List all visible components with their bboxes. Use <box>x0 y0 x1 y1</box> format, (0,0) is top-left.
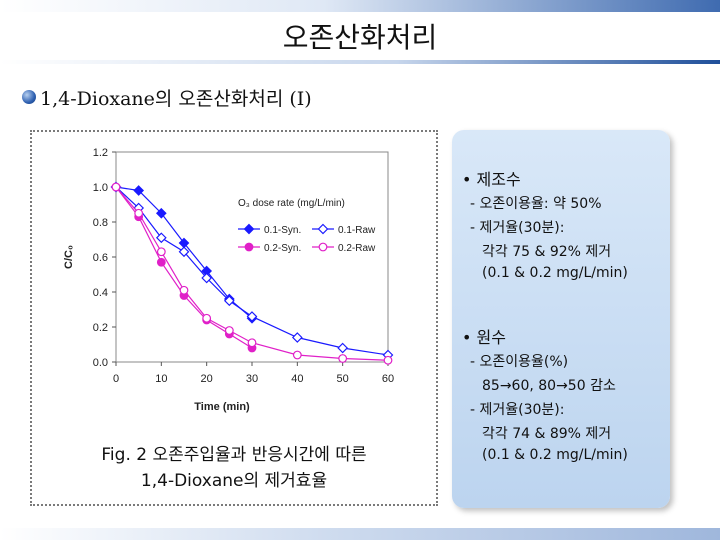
info-panel <box>452 130 670 508</box>
y-tick-label: 0.2 <box>93 322 108 334</box>
figure-caption-line2: 1,4-Dioxane의 제거효율 <box>140 471 328 491</box>
panel-line: - 오존이용율(%) <box>470 354 569 370</box>
slide-subtitle: 1,4-Dioxane의 오존산화처리 (I) <box>40 88 312 110</box>
y-tick-label: 0.6 <box>93 252 108 264</box>
panel-line: (0.1 & 0.2 mg/L/min) <box>482 447 628 463</box>
panel-line: - 오존이용율: 약 50% <box>470 196 602 212</box>
panel-line: (0.1 & 0.2 mg/L/min) <box>482 265 628 281</box>
plot-frame <box>115 151 389 363</box>
x-tick-label: 50 <box>337 373 349 385</box>
series-line <box>115 186 389 356</box>
legend-entry: 0.1-Syn. <box>264 225 301 236</box>
figure-frame <box>30 130 438 506</box>
legend-title: O₃ dose rate (mg/L/min) <box>238 198 345 209</box>
data-point <box>111 182 121 192</box>
data-point <box>156 257 166 267</box>
data-point <box>246 311 258 322</box>
x-tick-label: 10 <box>155 373 167 385</box>
data-point <box>179 285 189 295</box>
top-decor-band <box>0 0 720 12</box>
y-tick-label: 0.4 <box>93 287 108 299</box>
legend-entry: 0.1-Raw <box>338 225 376 236</box>
data-point <box>244 242 254 252</box>
panel-line: 각각 74 & 89% 제거 <box>482 426 612 442</box>
data-point <box>178 246 190 258</box>
data-point <box>155 207 167 219</box>
data-point <box>243 223 255 235</box>
panel-line: 85→60, 80→50 감소 <box>482 378 616 394</box>
x-tick-label: 0 <box>113 373 119 385</box>
bottom-decor-band <box>0 528 720 540</box>
panel-heading: • 원수 <box>462 328 506 347</box>
y-tick-label: 0.8 <box>93 217 108 229</box>
x-tick-label: 60 <box>382 373 394 385</box>
data-point <box>134 208 144 218</box>
panel-heading: • 제조수 <box>462 170 521 189</box>
y-tick-label: 1.2 <box>93 147 108 159</box>
data-point <box>224 326 234 335</box>
data-point <box>155 232 167 244</box>
legend-entry: 0.2-Syn. <box>264 243 301 254</box>
panel-line: - 제거율(30분): <box>470 220 565 236</box>
data-point <box>156 247 166 257</box>
x-tick-label: 30 <box>246 373 258 385</box>
data-point <box>291 332 303 343</box>
data-point <box>337 342 349 354</box>
data-point <box>317 223 329 235</box>
y-tick-label: 1.0 <box>93 182 108 194</box>
legend-entry: 0.2-Raw <box>338 243 376 254</box>
data-point <box>383 355 393 365</box>
y-axis-label: C/C₀ <box>63 245 75 269</box>
data-point <box>247 338 257 348</box>
panel-line: - 제거율(30분): <box>470 402 565 418</box>
x-tick-label: 20 <box>201 373 213 385</box>
x-tick-label: 40 <box>291 373 303 385</box>
figure-caption-line1: Fig. 2 오존주입율과 반응시간에 따른 <box>101 445 367 465</box>
panel-line: 각각 75 & 92% 제거 <box>482 244 612 260</box>
series-line <box>115 186 389 361</box>
data-point <box>202 313 212 323</box>
title-rule <box>0 60 720 64</box>
data-point <box>223 295 235 307</box>
bullet-icon <box>22 90 36 104</box>
data-point <box>292 350 302 360</box>
x-axis-label: Time (min) <box>194 401 250 413</box>
y-tick-label: 0.0 <box>93 357 108 369</box>
data-point <box>201 272 213 284</box>
slide-title: 오존산화처리 <box>282 21 438 54</box>
data-point <box>133 185 145 196</box>
data-point <box>318 242 328 252</box>
data-point <box>338 354 348 363</box>
ozonation-chart: 0.0 0.2 0.4 0.6 0.8 1.0 1.2 0 10 20 30 40 50 60 Time (… <box>63 147 394 413</box>
